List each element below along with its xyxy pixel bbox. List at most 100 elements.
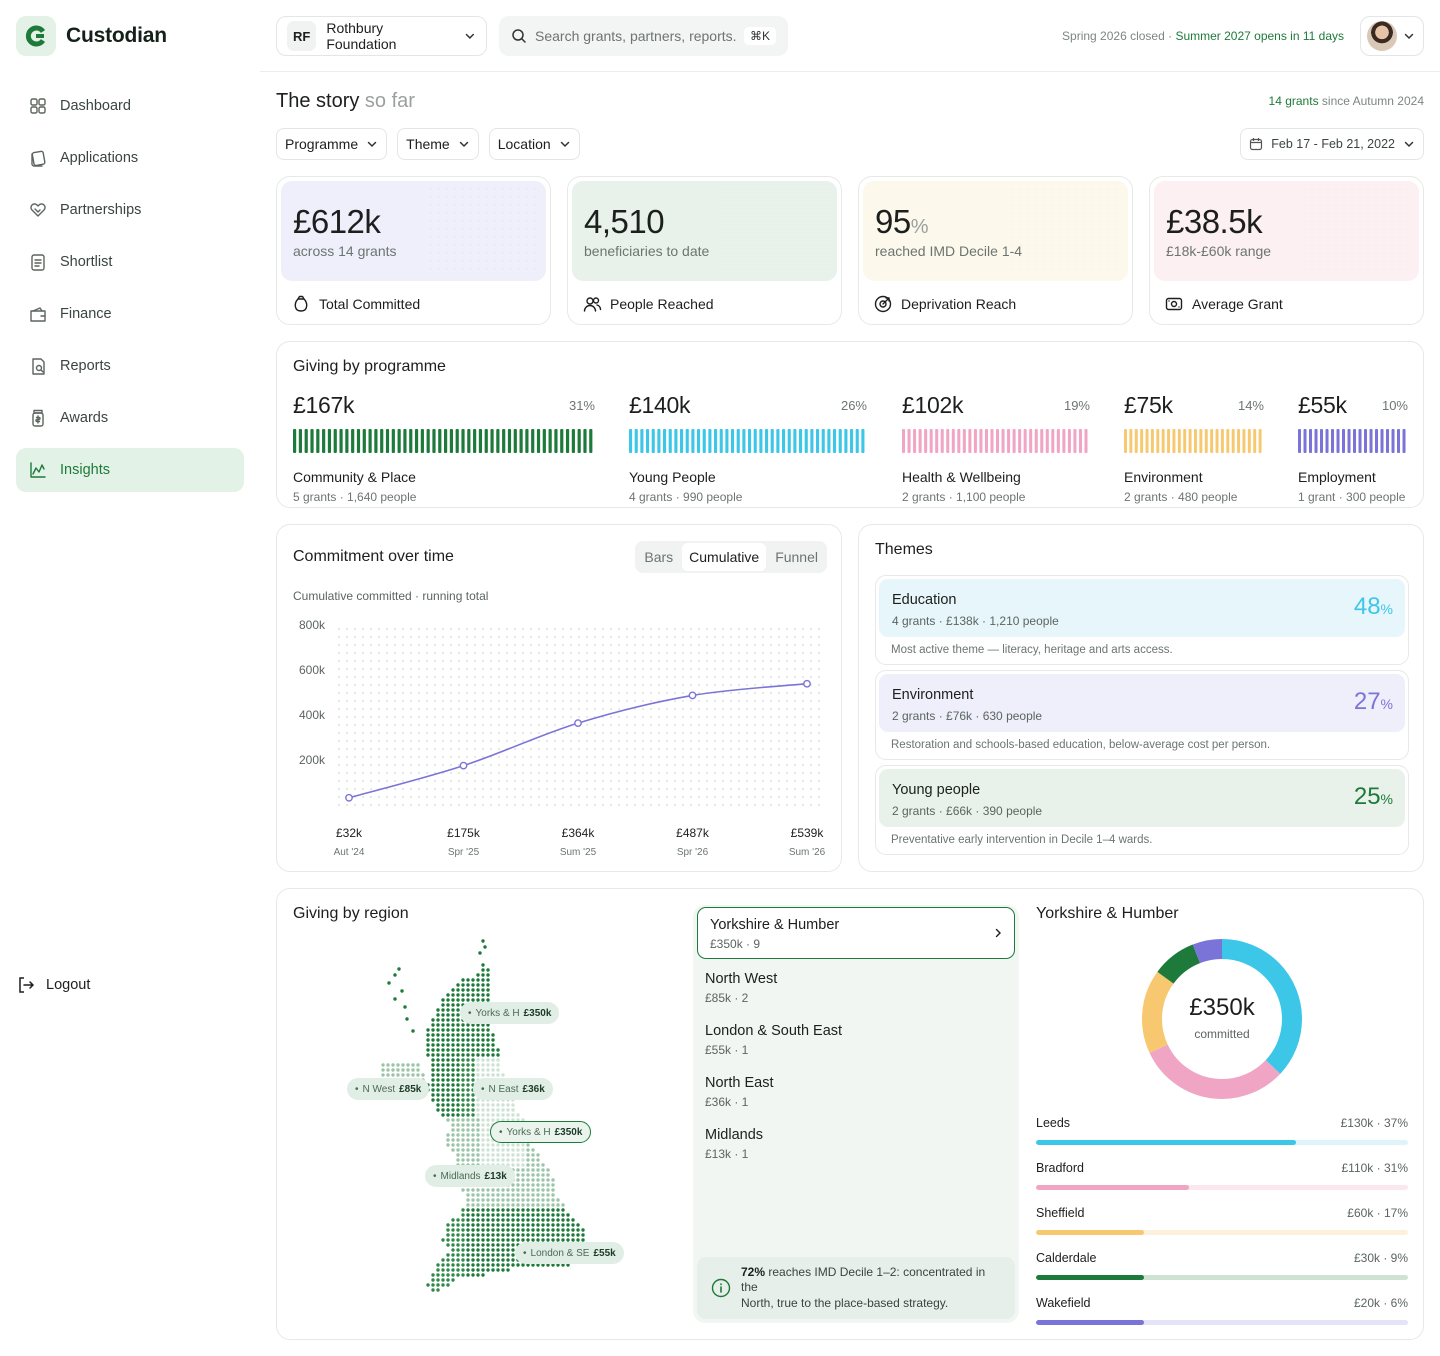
city-row[interactable]: Calderdale £30k · 9% <box>1036 1251 1408 1280</box>
chart-icon <box>28 460 48 480</box>
map-region-label[interactable]: • N East £36k <box>473 1078 553 1100</box>
theme-name: Education <box>892 592 957 608</box>
programme-amount: £75k <box>1124 392 1173 418</box>
user-menu[interactable] <box>1360 16 1424 56</box>
mode-bars-button[interactable]: Bars <box>644 549 674 565</box>
programme-filter[interactable]: Programme <box>276 128 388 160</box>
map-region-name: Midlands <box>440 1170 481 1182</box>
kpi-card[interactable]: £38.5k £18k-£60k range Average Grant <box>1149 176 1424 325</box>
map-region-label[interactable]: • Yorks & H £350k <box>490 1121 592 1143</box>
stack-icon <box>28 148 48 168</box>
sidebar-item-partnerships[interactable]: Partnerships <box>16 188 244 232</box>
theme-share: 48% <box>1354 593 1393 621</box>
programme-share: 10% <box>1381 398 1408 413</box>
mode-funnel-button[interactable]: Funnel <box>775 549 818 565</box>
kpi-label-text: Average Grant <box>1192 296 1283 312</box>
theme-filter[interactable]: Theme <box>397 128 479 160</box>
data-point[interactable] <box>459 761 468 770</box>
city-row[interactable]: Leeds £130k · 37% <box>1036 1116 1408 1145</box>
region-list: 72% reaches IMD Decile 1–2: concentrated… <box>693 905 1019 1323</box>
city-row-header: Sheffield £60k · 17% <box>1036 1206 1408 1220</box>
brand[interactable]: Custodian <box>16 16 167 56</box>
theme-card[interactable]: Environment 2 grants · £76k · 630 people 2… <box>875 670 1409 760</box>
insight-percent: 72% <box>741 1264 766 1279</box>
kpi-label-text: Deprivation Reach <box>901 296 1017 312</box>
theme-card[interactable]: Young people 2 grants · £66k · 390 people… <box>875 765 1409 855</box>
theme-meta: 2 grants · £76k · 630 people <box>892 709 1043 723</box>
custodian-logo-icon <box>16 16 56 56</box>
region-list-item[interactable]: Midlands £13k · 1 <box>693 1118 1019 1170</box>
data-point[interactable] <box>688 691 697 700</box>
region-donut-chart <box>1142 939 1302 1099</box>
theme-filter-label: Theme <box>406 136 450 152</box>
city-row[interactable]: Wakefield £20k · 6% <box>1036 1296 1408 1325</box>
themes-card: Themes Education 4 grants · £138k · 1,210… <box>858 524 1424 872</box>
sidebar-item-shortlist[interactable]: Shortlist <box>16 240 244 284</box>
region-name: Midlands <box>705 1127 764 1143</box>
region-list-item[interactable]: London & South East £55k · 1 <box>693 1014 1019 1066</box>
sidebar-item-finance[interactable]: Finance <box>16 292 244 336</box>
map-region-name: N West <box>362 1083 396 1095</box>
programme-item[interactable]: £102k 19% Health & Wellbeing 2 grants · 1,1… <box>902 392 1090 504</box>
map-region-label[interactable]: • London & SE £55k <box>515 1242 624 1264</box>
kpi-card[interactable]: £612k across 14 grants Total Committed <box>276 176 551 325</box>
logout-label: Logout <box>46 977 91 993</box>
mode-cumulative-button[interactable]: Cumulative <box>682 543 767 571</box>
search-input[interactable] <box>535 28 736 44</box>
kpi-card[interactable]: 4,510 beneficiaries to date People Reached <box>567 176 842 325</box>
programme-item[interactable]: £167k 31% Community & Place 5 grants · 1,64… <box>293 392 595 504</box>
map-region-name: Yorks & H <box>506 1126 551 1138</box>
theme-description: Restoration and schools-based education,… <box>891 739 1271 751</box>
programme-item[interactable]: £75k 14% Environment 2 grants · 480 people <box>1124 392 1264 504</box>
search-bar: ⌘K <box>499 16 788 56</box>
kpi-value: 4,510 <box>584 203 665 241</box>
city-progress-track <box>1036 1275 1408 1280</box>
donut-segment[interactable] <box>1142 939 1302 1099</box>
theme-name: Young people <box>892 782 981 798</box>
kpi-value: £38.5k <box>1166 203 1263 241</box>
map-region-label[interactable]: • N West £85k <box>347 1078 430 1100</box>
region-meta: £55k · 1 <box>705 1043 749 1057</box>
date-range-label: Feb 17 - Feb 21, 2022 <box>1271 137 1395 151</box>
region-list-item[interactable]: North West £85k · 2 <box>693 962 1019 1014</box>
city-progress-track <box>1036 1320 1408 1325</box>
programme-item[interactable]: £55k 10% Employment 1 grant · 300 people <box>1298 392 1408 504</box>
report-icon <box>28 356 48 376</box>
donut-segment[interactable] <box>1142 939 1302 1099</box>
city-row-header: Wakefield £20k · 6% <box>1036 1296 1408 1310</box>
city-value: £110k · 31% <box>1341 1161 1409 1175</box>
page-title-muted: so far <box>364 90 415 112</box>
data-point[interactable] <box>803 679 811 688</box>
checklist-icon <box>28 252 48 272</box>
programme-filter-label: Programme <box>285 136 359 152</box>
city-row[interactable]: Bradford £110k · 31% <box>1036 1161 1408 1190</box>
sidebar: Custodian Dashboard Applications Partnersh… <box>0 0 260 1356</box>
location-filter[interactable]: Location <box>488 128 580 160</box>
sidebar-item-dashboard[interactable]: Dashboard <box>16 84 244 128</box>
banknote-icon <box>1164 294 1184 314</box>
sidebar-item-reports[interactable]: Reports <box>16 344 244 388</box>
region-list-item[interactable]: Yorkshire & Humber £350k · 9 <box>697 907 1015 959</box>
sidebar-item-applications[interactable]: Applications <box>16 136 244 180</box>
programme-item[interactable]: £140k 26% Young People 4 grants · 990 peopl… <box>629 392 867 504</box>
theme-card[interactable]: Education 4 grants · £138k · 1,210 people… <box>875 575 1409 665</box>
sidebar-item-label: Awards <box>60 410 109 426</box>
sidebar-item-awards[interactable]: Awards <box>16 396 244 440</box>
donut-segment[interactable] <box>1142 939 1302 1099</box>
chevron-down-icon <box>560 141 569 148</box>
sidebar-item-insights[interactable]: Insights <box>16 448 244 492</box>
programme-name: Young People <box>629 469 716 485</box>
city-row[interactable]: Sheffield £60k · 17% <box>1036 1206 1408 1235</box>
kpi-card[interactable]: 95% reached IMD Decile 1-4 Deprivation Rea… <box>858 176 1133 325</box>
map-region-label[interactable]: • Yorks & H £350k <box>460 1002 560 1024</box>
data-point[interactable] <box>574 719 582 728</box>
insight-line-1: reaches IMD Decile 1–2: concentrated in … <box>741 1264 986 1295</box>
data-point[interactable] <box>345 793 353 802</box>
org-name: Rothbury Foundation <box>326 20 397 52</box>
organisation-switcher[interactable]: RF Rothbury Foundation <box>276 16 487 56</box>
date-range-picker[interactable]: Feb 17 - Feb 21, 2022 <box>1240 128 1424 160</box>
logout-button[interactable]: Logout <box>16 975 90 995</box>
map-region-label[interactable]: • Midlands £13k <box>425 1165 515 1187</box>
region-list-item[interactable]: North East £36k · 1 <box>693 1066 1019 1118</box>
